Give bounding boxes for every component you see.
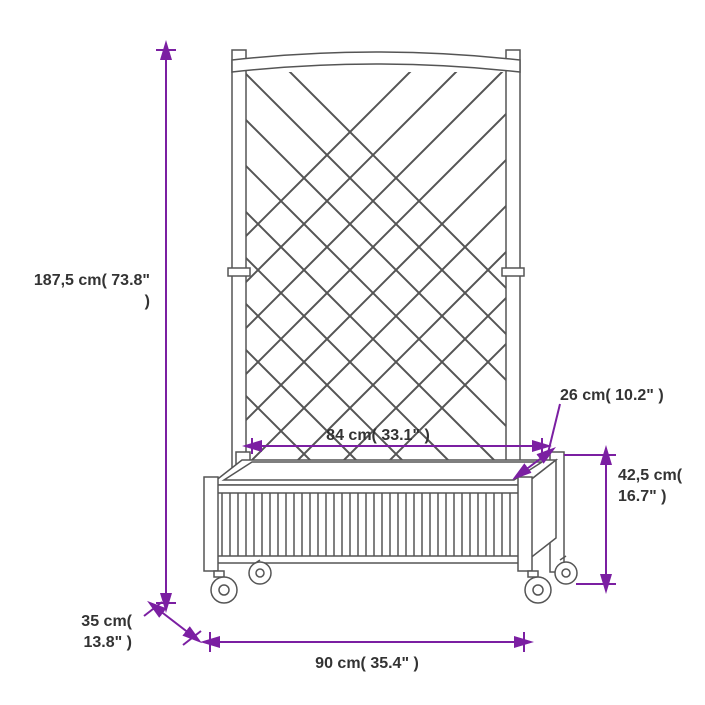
caster-front-left: [211, 571, 237, 603]
dim-width: 90 cm( 35.4" ): [210, 632, 524, 672]
dim-depth: 35 cm( 13.8" ): [81, 602, 201, 651]
trellis-brace-left: [228, 268, 250, 276]
planter-front: [210, 485, 524, 563]
trellis-top-rail: [232, 52, 520, 72]
dim-box-height-label-2: 16.7" ): [618, 488, 667, 505]
dimension-diagram: 187,5 cm( 73.8" ) 35 cm( 13.8" ) 90 cm( …: [0, 0, 705, 705]
dim-total-height-label-2: ): [145, 293, 150, 310]
dim-inner-width: 84 cm( 33.1" ): [252, 427, 542, 454]
trellis-post-left: [232, 50, 246, 480]
planter-post-front-right: [518, 477, 532, 571]
dim-inner-width-label: 84 cm( 33.1" ): [326, 427, 430, 444]
caster-front-right: [525, 571, 551, 603]
trellis-brace-right: [502, 268, 524, 276]
dim-total-height-label-1: 187,5 cm( 73.8": [34, 272, 150, 289]
dim-width-label: 90 cm( 35.4" ): [315, 655, 419, 672]
dim-box-height-label-1: 42,5 cm(: [618, 467, 683, 484]
dim-box-height: 42,5 cm( 16.7" ): [596, 455, 683, 584]
dim-depth-label-2: 13.8" ): [84, 634, 133, 651]
dim-depth-label-1: 35 cm(: [81, 613, 132, 630]
trellis-post-right: [506, 50, 520, 480]
dim-total-height: 187,5 cm( 73.8" ): [34, 50, 176, 603]
planter-top: [210, 460, 556, 485]
planter-post-front-left: [204, 477, 218, 571]
trellis-lattice: [0, 70, 705, 470]
dim-inner-depth-label: 26 cm( 10.2" ): [560, 387, 664, 404]
